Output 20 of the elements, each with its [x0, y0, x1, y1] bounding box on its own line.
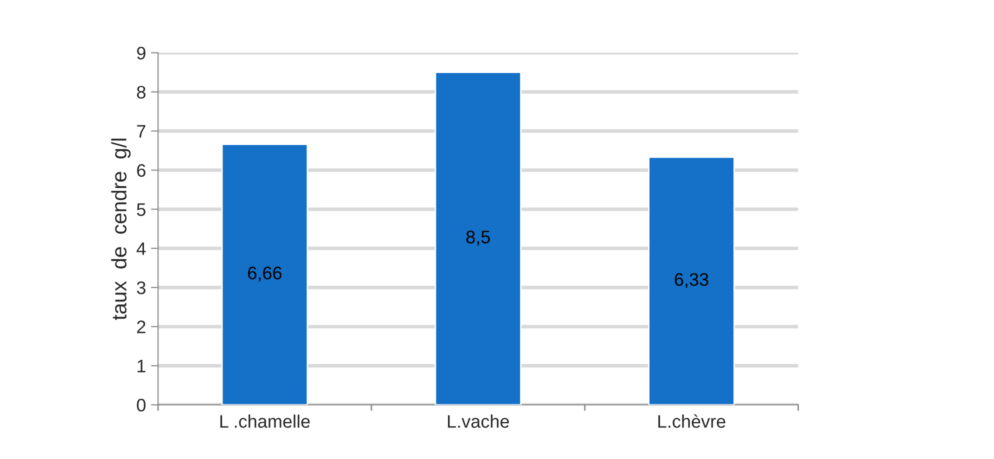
y-tick-label: 6	[137, 164, 146, 177]
x-tick-label: L.vache	[448, 414, 509, 428]
y-tick-label: 4	[136, 242, 146, 255]
y-tick-label: 7	[137, 125, 146, 138]
y-axis-title: taux de cendre g/l	[111, 138, 131, 320]
y-tick-label: 8	[136, 86, 146, 99]
data-label: 6,33	[674, 273, 708, 288]
y-tick-label: 2	[137, 320, 146, 334]
bar	[221, 144, 308, 405]
y-tick-label: 3	[136, 281, 146, 294]
y-tick-label: 9	[137, 46, 146, 60]
bar	[648, 156, 735, 405]
data-label: 6,66	[248, 266, 282, 282]
y-tick-label: 1	[138, 360, 146, 372]
data-label: 8,5	[466, 230, 490, 246]
y-tick-label: 5	[136, 203, 146, 216]
x-tick-label: L .chamelle	[220, 414, 310, 428]
bar	[434, 72, 522, 405]
y-tick-label: 0	[136, 398, 146, 412]
x-tick-label: L.chèvre	[658, 414, 726, 428]
